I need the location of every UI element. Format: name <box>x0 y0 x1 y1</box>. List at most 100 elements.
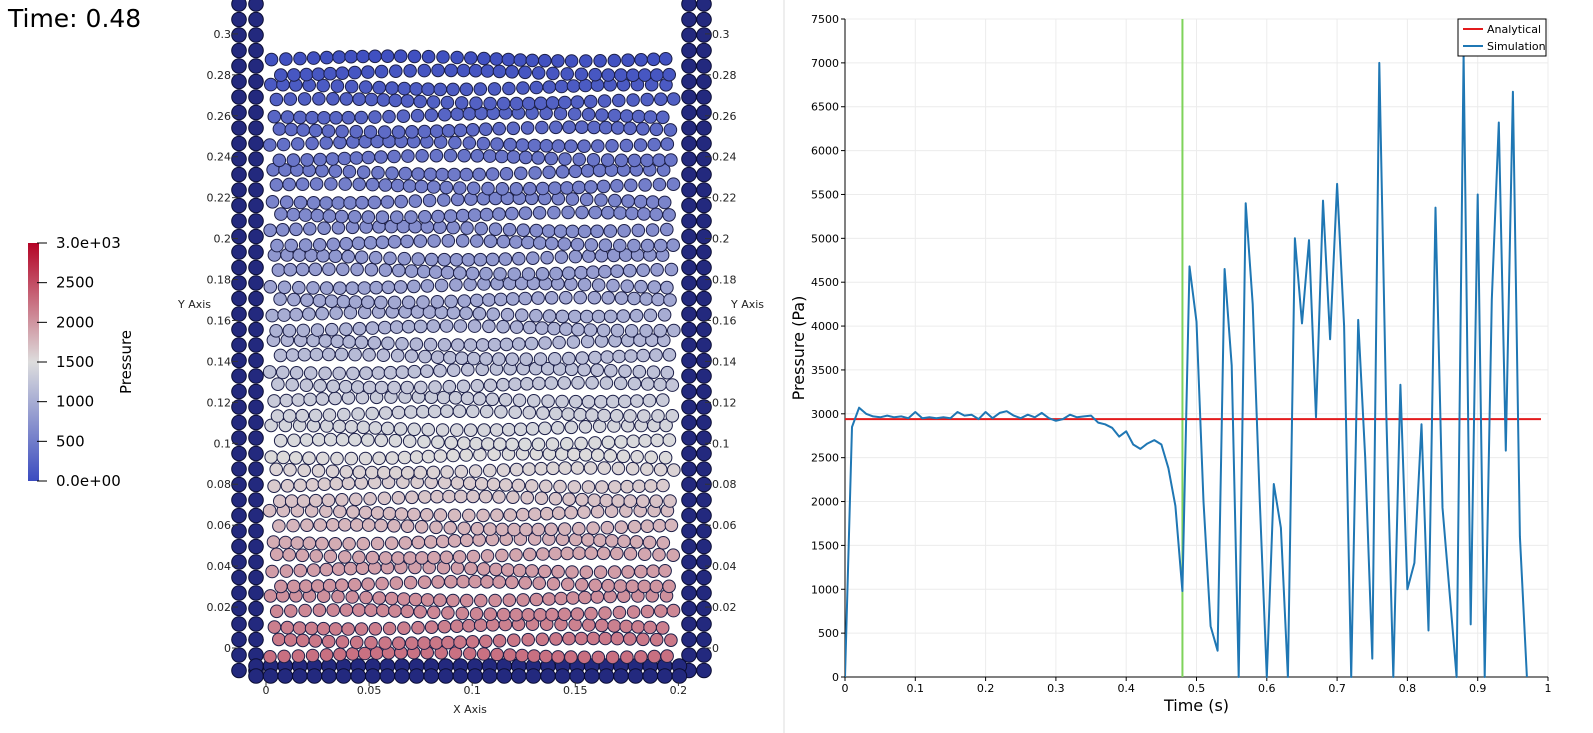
fluid-particle <box>590 224 604 239</box>
fluid-particle <box>653 238 668 253</box>
wall-particle <box>696 120 712 136</box>
fluid-particle <box>568 309 582 324</box>
view-divider[interactable] <box>783 0 785 733</box>
fluid-particle <box>330 451 344 466</box>
fluid-particle <box>276 450 291 465</box>
fluid-particle <box>470 521 485 536</box>
fluid-particle <box>375 576 389 591</box>
fluid-particle <box>387 380 401 395</box>
fluid-particle <box>613 376 628 391</box>
wall-particle <box>696 445 712 462</box>
fluid-particle <box>660 649 674 663</box>
x-tick: 0.5 <box>1188 682 1206 695</box>
fluid-particle <box>596 179 611 194</box>
wall-particle <box>379 668 396 684</box>
fluid-particle <box>505 352 520 367</box>
wall-particle <box>231 414 247 431</box>
wall-particle <box>696 337 712 353</box>
fluid-particle <box>267 109 282 124</box>
fluid-particle <box>577 224 592 239</box>
colorbar-label: 2500 <box>56 274 94 292</box>
fluid-particle <box>613 579 628 593</box>
fluid-particle <box>614 435 628 449</box>
fluid-particle <box>472 392 487 406</box>
fluid-particle <box>392 636 406 651</box>
fluid-particle <box>575 205 589 220</box>
fluid-particle <box>496 234 511 249</box>
fluid-particle <box>476 647 491 661</box>
fluid-particle <box>319 648 334 662</box>
fluid-particle <box>518 150 533 165</box>
wall-particle <box>248 321 264 338</box>
fluid-particle <box>350 518 364 532</box>
fluid-particle <box>578 420 593 434</box>
wall-particle <box>248 213 264 229</box>
fluid-particle <box>346 505 360 519</box>
fluid-particle <box>329 306 343 320</box>
fluid-particle <box>520 490 535 505</box>
fluid-particle <box>570 607 585 621</box>
fluid-particle <box>509 320 524 334</box>
fluid-particle <box>649 494 664 509</box>
wall-particle <box>248 414 264 431</box>
wall-particle <box>681 600 697 617</box>
fluid-particle <box>363 125 378 139</box>
fluid-particle <box>449 252 464 267</box>
fluid-particle <box>335 635 350 649</box>
fluid-particle <box>300 293 314 308</box>
fluid-particle <box>403 64 417 78</box>
fluid-particle <box>469 607 484 621</box>
y-tick-right: 0.22 <box>712 192 737 205</box>
fluid-particle <box>476 562 491 576</box>
fluid-particle <box>516 507 530 522</box>
y-tick-right: 0.2 <box>712 233 730 246</box>
fluid-particle <box>466 549 481 564</box>
wall-particle <box>696 228 712 245</box>
line-chart-panel[interactable]: 0 500 1000 1500 2000 2500 3000 3500 4000 4500 5000… <box>785 0 1593 733</box>
fluid-particle <box>505 575 519 590</box>
fluid-particle <box>525 422 540 436</box>
wall-particle <box>681 135 697 152</box>
y-tick: 4500 <box>811 276 839 289</box>
render-view-panel[interactable]: Time: 0.48 3.0e+03 2500 2000 1500 1000 500 0.0… <box>0 0 782 733</box>
fluid-particle <box>361 518 376 532</box>
wall-particle <box>613 668 629 684</box>
fluid-particle <box>656 110 670 125</box>
fluid-particle <box>336 294 351 309</box>
fluid-particle <box>531 437 546 452</box>
fluid-particle <box>588 350 602 365</box>
y-tick-right: 0.16 <box>712 314 737 327</box>
fluid-particle <box>296 123 311 137</box>
fluid-particle <box>335 578 349 593</box>
fluid-particle <box>420 593 435 607</box>
wall-particle <box>696 585 712 601</box>
fluid-particle <box>365 177 380 192</box>
fluid-particle <box>319 281 334 295</box>
fluid-particle <box>551 421 565 435</box>
fluid-particle <box>326 92 340 106</box>
fluid-particle <box>284 604 298 618</box>
fluid-particle <box>303 222 317 236</box>
fluid-particle <box>509 548 523 562</box>
fluid-particle <box>574 265 588 280</box>
fluid-particle <box>426 180 441 194</box>
fluid-particle <box>473 618 488 633</box>
y-tick: 0 <box>832 671 839 684</box>
fluid-particle <box>532 376 546 391</box>
fluid-particle <box>566 335 581 349</box>
fluid-particle <box>525 53 540 68</box>
fluid-particle <box>649 122 664 137</box>
fluid-particle <box>604 504 619 519</box>
fluid-particle <box>647 649 662 664</box>
fluid-particle <box>411 167 426 181</box>
fluid-particle <box>636 263 651 278</box>
fluid-particle <box>597 408 611 423</box>
fluid-particle <box>568 249 583 264</box>
fluid-particle <box>480 575 494 589</box>
fluid-particle <box>618 364 632 379</box>
wall-particle <box>248 368 264 384</box>
fluid-particle <box>657 195 672 210</box>
fluid-particle <box>293 195 308 210</box>
fluid-particle <box>457 294 472 308</box>
wall-particle <box>696 476 712 493</box>
